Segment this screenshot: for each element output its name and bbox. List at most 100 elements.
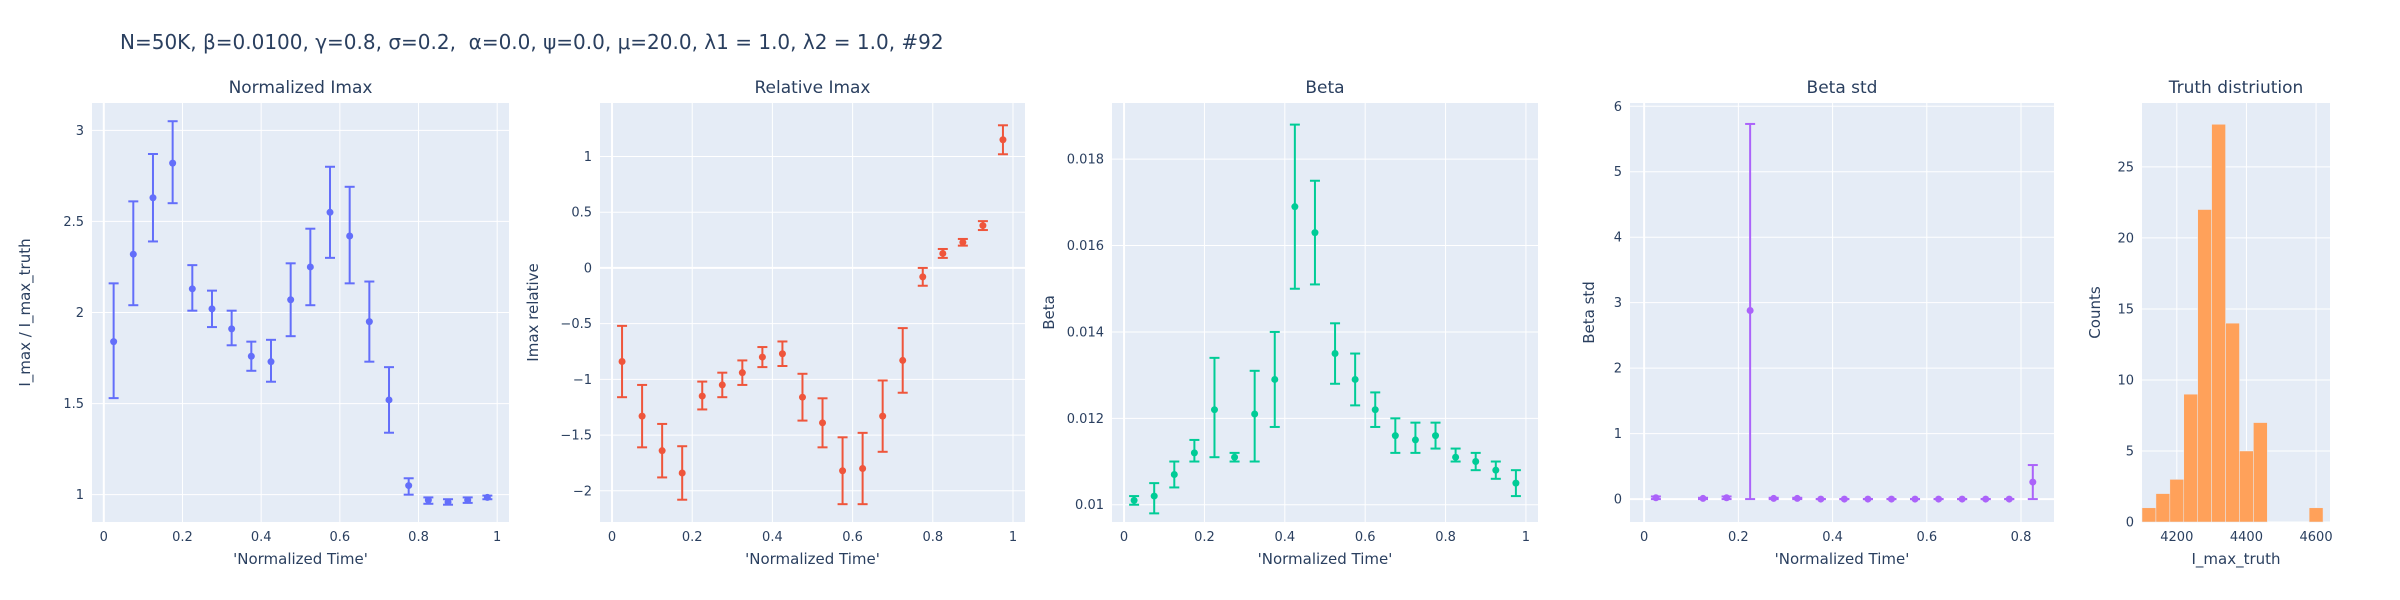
y-tick-label: 0 [2126, 516, 2134, 531]
x-tick-label: 0.8 [2011, 530, 2032, 545]
data-point [1291, 203, 1299, 211]
data-point [1887, 495, 1895, 503]
y-tick-label: 0 [1614, 493, 1622, 508]
y-tick-label: 2 [76, 306, 84, 321]
y-axis-title: Imax relative [524, 263, 542, 361]
data-point [1391, 432, 1399, 440]
y-tick-label: 1 [584, 150, 592, 165]
y-tick-label: 3 [76, 124, 84, 139]
x-tick-label: 0.6 [842, 530, 863, 545]
data-point [859, 465, 867, 473]
y-tick-label: 10 [2117, 373, 2134, 388]
y-tick-label: 2.5 [63, 215, 84, 230]
x-tick-label: 0.8 [1435, 530, 1456, 545]
data-point [1793, 494, 1801, 502]
y-tick-label: 25 [2117, 160, 2134, 175]
y-tick-label: 6 [1614, 100, 1622, 115]
y-tick-label: −0.5 [560, 317, 592, 332]
data-point [1982, 495, 1990, 503]
y-tick-label: 0 [584, 261, 592, 276]
x-tick-label: 0.8 [922, 530, 943, 545]
x-axis-title: 'Normalized Time' [1258, 550, 1393, 568]
histogram-bar [2211, 124, 2226, 523]
data-point [839, 467, 847, 475]
panel-title: Truth distriution [2168, 78, 2304, 98]
y-tick-label: 0.01 [1075, 498, 1104, 513]
data-point [939, 249, 947, 257]
data-point [464, 496, 472, 504]
plot-background [1630, 103, 2054, 522]
y-tick-label: 0.016 [1067, 239, 1104, 254]
y-axis-title: Counts [2086, 286, 2104, 339]
x-tick-label: 1 [1522, 530, 1530, 545]
data-point [638, 412, 646, 420]
x-axis-title: 'Normalized Time' [745, 550, 880, 568]
data-point [1817, 495, 1825, 503]
data-point [1746, 307, 1754, 315]
data-point [778, 350, 786, 358]
histogram-bar [2141, 507, 2157, 523]
data-point [1150, 492, 1158, 500]
data-point [1351, 375, 1359, 383]
data-point [678, 469, 686, 477]
x-tick-label: 0.6 [329, 530, 350, 545]
data-point [1411, 436, 1419, 444]
data-point [618, 358, 626, 366]
data-point [424, 496, 432, 504]
y-tick-label: 20 [2117, 231, 2134, 246]
data-point [1251, 410, 1259, 418]
x-tick-label: 0.4 [251, 530, 272, 545]
data-point [658, 447, 666, 455]
panel-title: Relative Imax [754, 78, 870, 98]
x-tick-label: 0.4 [762, 530, 783, 545]
y-tick-label: 5 [2126, 444, 2134, 459]
y-tick-label: 0.012 [1067, 412, 1104, 427]
x-tick-label: 0.6 [1355, 530, 1376, 545]
x-tick-label: 0 [608, 530, 616, 545]
data-point [798, 393, 806, 401]
data-point [1723, 494, 1731, 502]
data-point [1840, 495, 1848, 503]
y-tick-label: 4 [1614, 231, 1622, 246]
y-tick-label: −1 [573, 373, 592, 388]
data-point [149, 194, 157, 202]
data-point [1512, 479, 1520, 487]
data-point [1190, 449, 1198, 457]
data-point [169, 159, 177, 167]
data-point [188, 285, 196, 293]
histogram-bar [2155, 493, 2171, 523]
y-tick-label: 0.5 [571, 206, 592, 221]
data-point [1231, 453, 1239, 461]
data-point [1170, 470, 1178, 478]
data-point [1958, 495, 1966, 503]
y-tick-label: 3 [1614, 296, 1622, 311]
data-point [110, 338, 118, 346]
data-point [1864, 495, 1872, 503]
y-axis-title: I_max / I_max_truth [16, 238, 35, 386]
x-tick-label: 0.2 [682, 530, 703, 545]
data-point [1492, 466, 1500, 474]
y-tick-label: 1.5 [63, 397, 84, 412]
y-tick-label: 0.018 [1067, 153, 1104, 168]
data-point [1452, 453, 1460, 461]
data-point [738, 369, 746, 377]
data-point [287, 296, 295, 304]
histogram-bar [2169, 479, 2185, 523]
data-point [1472, 458, 1480, 466]
data-point [346, 232, 354, 240]
panel-title: Beta [1305, 78, 1344, 98]
x-tick-label: 0.2 [172, 530, 193, 545]
y-axis-title: Beta [1040, 295, 1058, 330]
data-point [1770, 494, 1778, 502]
data-point [959, 238, 967, 246]
data-point [1652, 494, 1660, 502]
histogram-bar [2197, 209, 2212, 523]
data-point [919, 273, 927, 281]
y-tick-label: −1.5 [560, 429, 592, 444]
data-point [1271, 375, 1279, 383]
x-tick-label: 4400 [2230, 530, 2263, 545]
y-tick-label: 2 [1614, 362, 1622, 377]
y-tick-label: 15 [2117, 302, 2134, 317]
panel-title: Normalized Imax [229, 78, 373, 98]
